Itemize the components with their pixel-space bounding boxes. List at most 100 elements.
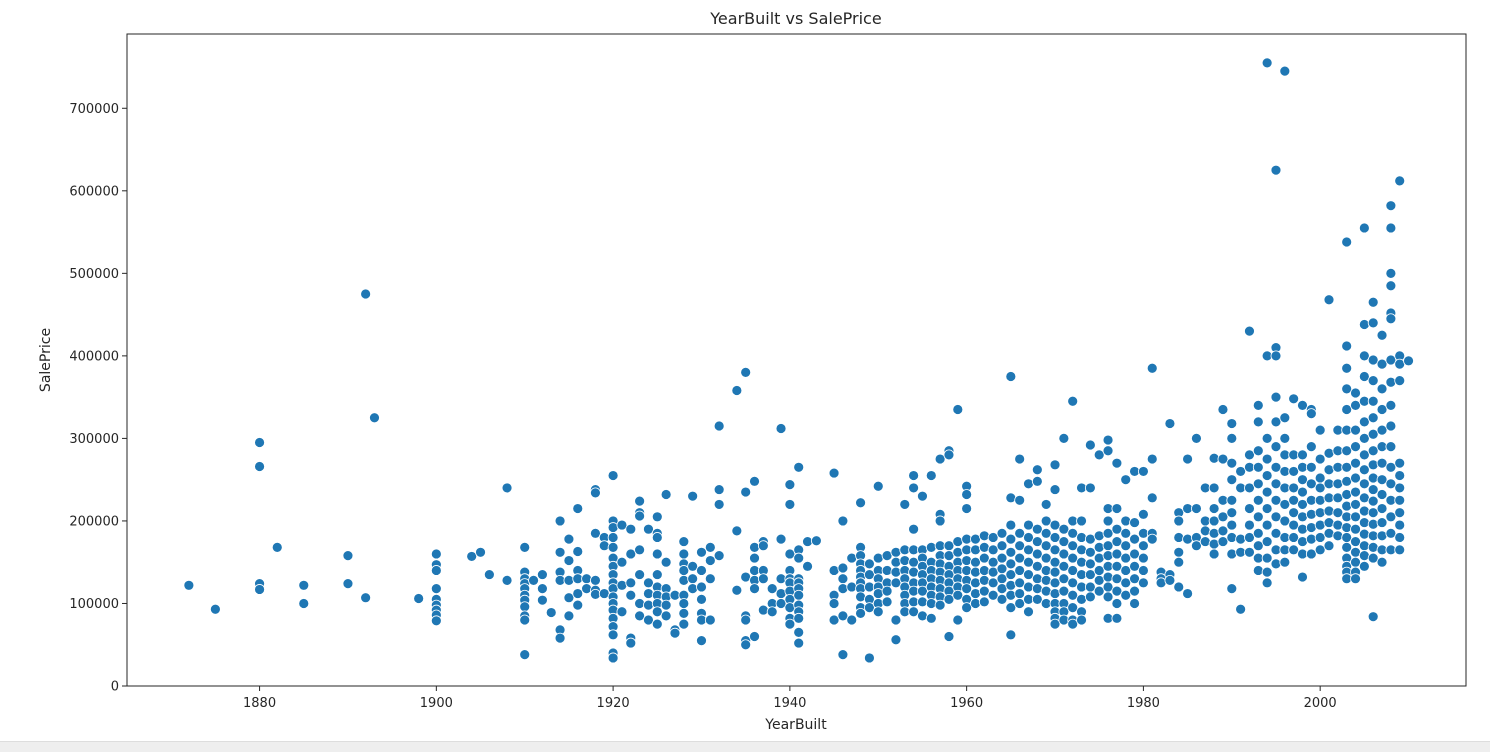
- data-point: [1244, 325, 1255, 337]
- data-point: [1323, 464, 1335, 476]
- data-point: [1376, 503, 1388, 514]
- data-point: [1261, 470, 1273, 481]
- data-point: [528, 574, 539, 586]
- data-point: [1376, 517, 1388, 528]
- data-point: [678, 598, 690, 609]
- data-point: [1394, 519, 1406, 531]
- data-point: [978, 552, 990, 564]
- data-point: [1023, 556, 1034, 568]
- data-point: [1297, 449, 1308, 461]
- data-point: [1173, 532, 1185, 543]
- data-point: [837, 610, 849, 622]
- points-layer: [183, 57, 1414, 664]
- data-point: [961, 565, 973, 576]
- data-point: [1252, 461, 1264, 473]
- data-point: [1111, 503, 1123, 514]
- data-point: [634, 544, 646, 556]
- data-point: [837, 649, 849, 661]
- data-point: [1358, 433, 1370, 444]
- data-point: [1252, 478, 1264, 490]
- data-point: [1376, 358, 1388, 370]
- data-point: [625, 637, 637, 649]
- y-tick-label: 500000: [69, 267, 119, 282]
- data-point: [1084, 482, 1096, 494]
- data-point: [1350, 511, 1361, 523]
- data-point: [740, 639, 752, 651]
- data-point: [1226, 519, 1238, 531]
- data-point: [1350, 424, 1361, 436]
- data-point: [616, 579, 628, 591]
- data-point: [952, 589, 964, 601]
- data-point: [1350, 457, 1361, 469]
- data-point: [1297, 511, 1308, 523]
- data-point: [1367, 296, 1379, 308]
- data-point: [1261, 577, 1273, 589]
- data-point: [1129, 573, 1140, 585]
- data-point: [1350, 387, 1361, 399]
- data-point: [1279, 556, 1291, 568]
- data-point: [1005, 579, 1017, 591]
- data-point: [651, 606, 663, 618]
- data-point: [1102, 571, 1114, 583]
- data-point: [1146, 492, 1158, 504]
- data-point: [572, 503, 584, 514]
- data-point: [1040, 552, 1052, 564]
- data-point: [1023, 532, 1034, 543]
- data-point: [1040, 515, 1052, 527]
- data-point: [1358, 540, 1370, 552]
- data-point: [1305, 548, 1317, 560]
- data-point: [1040, 540, 1052, 552]
- data-point: [254, 584, 265, 595]
- data-point: [1146, 453, 1158, 465]
- data-point: [607, 652, 619, 664]
- data-point: [740, 486, 752, 498]
- data-point: [696, 581, 707, 593]
- data-point: [1358, 416, 1370, 428]
- data-point: [634, 610, 646, 622]
- data-point: [1385, 441, 1397, 453]
- data-point: [1014, 527, 1026, 539]
- data-point: [1084, 569, 1096, 580]
- data-point: [749, 631, 760, 642]
- data-point: [1288, 532, 1300, 543]
- data-point: [651, 569, 663, 580]
- data-point: [1367, 484, 1379, 495]
- data-point: [978, 565, 990, 576]
- data-point: [908, 523, 920, 535]
- data-point: [784, 618, 796, 630]
- data-point: [1235, 603, 1247, 615]
- data-point: [1350, 399, 1361, 411]
- data-point: [563, 574, 575, 586]
- data-point: [908, 566, 920, 578]
- data-point: [1049, 618, 1061, 630]
- data-point: [1005, 533, 1017, 545]
- x-tick-label: 1940: [773, 696, 806, 711]
- data-point: [634, 495, 646, 507]
- data-point: [1367, 518, 1379, 530]
- data-point: [1093, 530, 1105, 542]
- data-point: [1173, 546, 1185, 558]
- x-tick-label: 1880: [243, 696, 276, 711]
- data-point: [1358, 319, 1370, 330]
- data-point: [837, 573, 849, 585]
- data-point: [1376, 424, 1388, 436]
- data-point: [704, 541, 716, 553]
- data-point: [1270, 527, 1282, 539]
- data-point: [625, 548, 637, 560]
- data-point: [943, 593, 955, 605]
- data-point: [1358, 517, 1370, 528]
- data-point: [634, 510, 646, 522]
- data-point: [1102, 527, 1114, 539]
- data-point: [1102, 445, 1114, 457]
- data-point: [1005, 629, 1017, 641]
- data-point: [1288, 482, 1300, 494]
- data-point: [1023, 569, 1034, 580]
- data-point: [1270, 558, 1282, 570]
- data-point: [1261, 566, 1273, 578]
- data-point: [1385, 399, 1397, 411]
- data-point: [1084, 558, 1096, 570]
- data-point: [1341, 500, 1353, 512]
- data-point: [660, 599, 672, 611]
- data-point: [1031, 560, 1043, 572]
